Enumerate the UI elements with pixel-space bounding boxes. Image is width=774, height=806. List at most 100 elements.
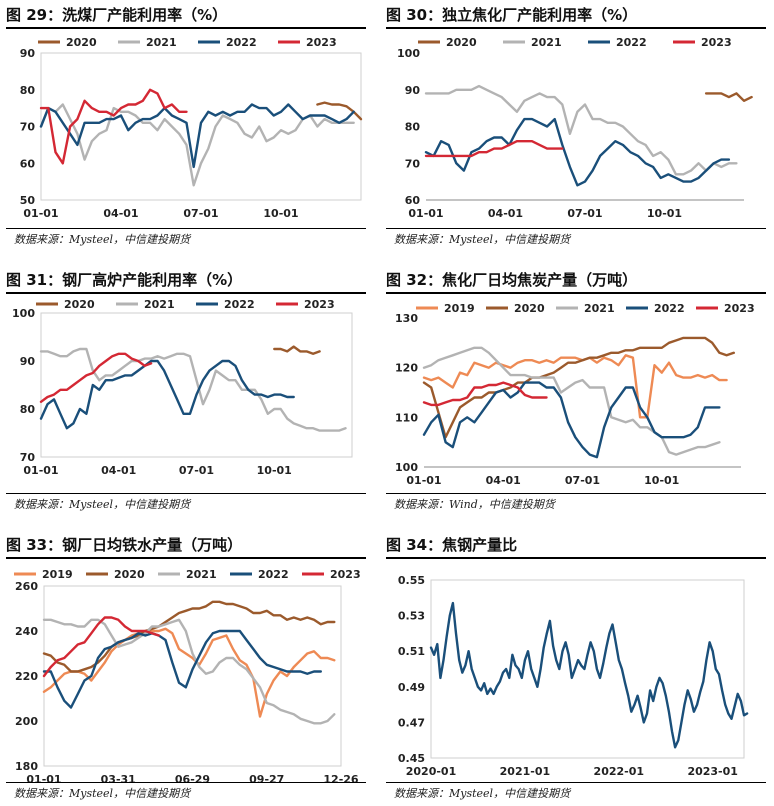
chart-coke-steel-ratio: 0.45 0.47 0.49 0.51 0.53 0.55 2020-01 2021-01 20… bbox=[398, 574, 749, 778]
chart-coke-daily-output: 100 110 120 130 01-01 04-01 07-01 10-01 2019 2020… bbox=[395, 302, 755, 487]
y-tick-label: 100 bbox=[12, 307, 35, 320]
y-tick-label: 240 bbox=[15, 625, 38, 638]
x-tick-label: 01-01 bbox=[23, 464, 58, 477]
x-tick-label: 04-01 bbox=[101, 464, 136, 477]
title-rule bbox=[386, 292, 766, 294]
data-source: 数据来源：Mysteel，中信建投期货 bbox=[394, 233, 571, 246]
series-line-2022 bbox=[424, 117, 731, 187]
chart-title: 图 32：焦化厂日均焦炭产量（万吨） bbox=[386, 271, 638, 289]
series-line-2021 bbox=[424, 84, 738, 176]
legend-label-2023: 2023 bbox=[304, 298, 335, 311]
chart-title: 图 31：钢厂高炉产能利用率（%） bbox=[6, 271, 243, 289]
title-rule bbox=[6, 27, 366, 29]
x-tick-label: 07-01 bbox=[565, 474, 600, 487]
series-line-2022 bbox=[39, 359, 295, 430]
chart-title: 图 30：独立焦化厂产能利用率（%） bbox=[386, 6, 638, 24]
chart-coking-plant-utilization: 60 70 80 90 100 01-01 04-01 07-01 10-01 2020 2021 2… bbox=[397, 36, 753, 220]
x-tick-label: 01-01 bbox=[406, 474, 441, 487]
plot-frame bbox=[43, 585, 342, 767]
series-line-2023 bbox=[422, 381, 548, 407]
data-source: 数据来源：Mysteel，中信建投期货 bbox=[14, 233, 191, 246]
y-tick-label: 70 bbox=[405, 157, 421, 170]
y-tick-label: 90 bbox=[405, 84, 421, 97]
legend-label-2022: 2022 bbox=[616, 36, 647, 49]
y-tick-label: 180 bbox=[15, 760, 38, 773]
y-tick-label: 130 bbox=[395, 312, 418, 325]
y-tick-label: 80 bbox=[405, 121, 421, 134]
y-tick-label: 90 bbox=[20, 47, 36, 60]
x-tick-label: 2021-01 bbox=[500, 765, 551, 778]
y-tick-label: 0.45 bbox=[398, 752, 425, 765]
x-tick-label: 01-01 bbox=[408, 207, 443, 220]
x-tick-label: 12-26 bbox=[323, 773, 359, 786]
series-line-2022 bbox=[422, 381, 721, 459]
legend-label-2021: 2021 bbox=[186, 568, 217, 581]
series-line-2023 bbox=[39, 88, 188, 165]
legend-label-2020: 2020 bbox=[114, 568, 145, 581]
panel-fig32: 图 32：焦化厂日均焦炭产量（万吨） 100 110 120 130 01-01 04-0… bbox=[386, 265, 770, 511]
plot-frame bbox=[430, 579, 745, 759]
legend-label-2020: 2020 bbox=[64, 298, 95, 311]
x-tick-label: 10-01 bbox=[263, 207, 298, 220]
series-line-2020 bbox=[704, 92, 753, 103]
y-tick-label: 80 bbox=[20, 84, 36, 97]
y-tick-label: 0.51 bbox=[398, 645, 425, 658]
series-line-2023 bbox=[424, 139, 564, 158]
y-tick-label: 100 bbox=[395, 461, 418, 474]
x-tick-label: 2023-01 bbox=[687, 765, 738, 778]
y-tick-label: 50 bbox=[20, 194, 36, 207]
y-tick-label: 60 bbox=[20, 157, 36, 170]
data-source: 数据来源：Mysteel，中信建投期货 bbox=[14, 787, 191, 800]
legend-label-2019: 2019 bbox=[444, 302, 475, 315]
series-line-2022 bbox=[39, 103, 355, 169]
chart-title: 图 34：焦钢产量比 bbox=[386, 536, 518, 554]
data-source: 数据来源：Wind，中信建投期货 bbox=[394, 498, 555, 511]
panel-fig31: 图 31：钢厂高炉产能利用率（%） 70 80 90 100 01-01 04-01 07-… bbox=[6, 265, 372, 511]
y-tick-label: 90 bbox=[20, 355, 36, 368]
legend-label-2020: 2020 bbox=[446, 36, 477, 49]
y-tick-label: 100 bbox=[397, 47, 420, 60]
footer-rule bbox=[386, 782, 766, 783]
legend-label-2019: 2019 bbox=[42, 568, 73, 581]
legend-label-2023: 2023 bbox=[330, 568, 361, 581]
y-tick-label: 0.53 bbox=[398, 610, 425, 623]
title-rule bbox=[386, 27, 766, 29]
series-line-2022 bbox=[42, 629, 322, 709]
legend-label-2021: 2021 bbox=[531, 36, 562, 49]
legend-label-2021: 2021 bbox=[146, 36, 177, 49]
y-tick-label: 70 bbox=[20, 121, 36, 134]
chart-blast-furnace-utilization: 70 80 90 100 01-01 04-01 07-01 10-01 2020 2021 202… bbox=[12, 298, 353, 477]
data-source: 数据来源：Mysteel，中信建投期货 bbox=[394, 787, 571, 800]
legend-label-2020: 2020 bbox=[514, 302, 545, 315]
series-line-ratio bbox=[429, 601, 749, 749]
x-tick-label: 10-01 bbox=[257, 464, 292, 477]
title-rule bbox=[6, 557, 366, 559]
legend-label-2021: 2021 bbox=[584, 302, 615, 315]
series-line-2020 bbox=[42, 600, 336, 673]
series-line-2021 bbox=[422, 346, 721, 456]
footer-rule bbox=[6, 782, 366, 783]
series-line-2023 bbox=[42, 616, 161, 678]
x-tick-label: 2020-01 bbox=[406, 765, 457, 778]
chart-title: 图 33：钢厂日均铁水产量（万吨） bbox=[6, 536, 243, 554]
x-tick-label: 07-01 bbox=[567, 207, 602, 220]
x-tick-label: 04-01 bbox=[488, 207, 523, 220]
panel-fig29: 图 29：洗煤厂产能利用率（%） 50 60 70 80 90 01-01 04-01 07-… bbox=[6, 0, 372, 246]
legend-label-2023: 2023 bbox=[724, 302, 755, 315]
data-source: 数据来源：Mysteel，中信建投期货 bbox=[14, 498, 191, 511]
title-rule bbox=[6, 292, 366, 294]
panel-fig30: 图 30：独立焦化厂产能利用率（%） 60 70 80 90 100 01-01 04-01… bbox=[386, 0, 770, 246]
y-tick-label: 60 bbox=[405, 194, 421, 207]
x-tick-label: 04-01 bbox=[486, 474, 521, 487]
x-tick-label: 07-01 bbox=[183, 207, 218, 220]
x-tick-label: 01-01 bbox=[23, 207, 58, 220]
x-tick-label: 10-01 bbox=[644, 474, 679, 487]
legend-label-2022: 2022 bbox=[654, 302, 685, 315]
x-tick-label: 10-01 bbox=[647, 207, 682, 220]
y-tick-label: 200 bbox=[15, 715, 38, 728]
series-line-2020 bbox=[422, 336, 735, 439]
plot-frame bbox=[40, 312, 353, 458]
legend-label-2020: 2020 bbox=[66, 36, 97, 49]
y-tick-label: 80 bbox=[20, 403, 36, 416]
chart-washing-plant-utilization: 50 60 70 80 90 01-01 04-01 07-01 10-01 2020 2021 20… bbox=[20, 36, 363, 220]
